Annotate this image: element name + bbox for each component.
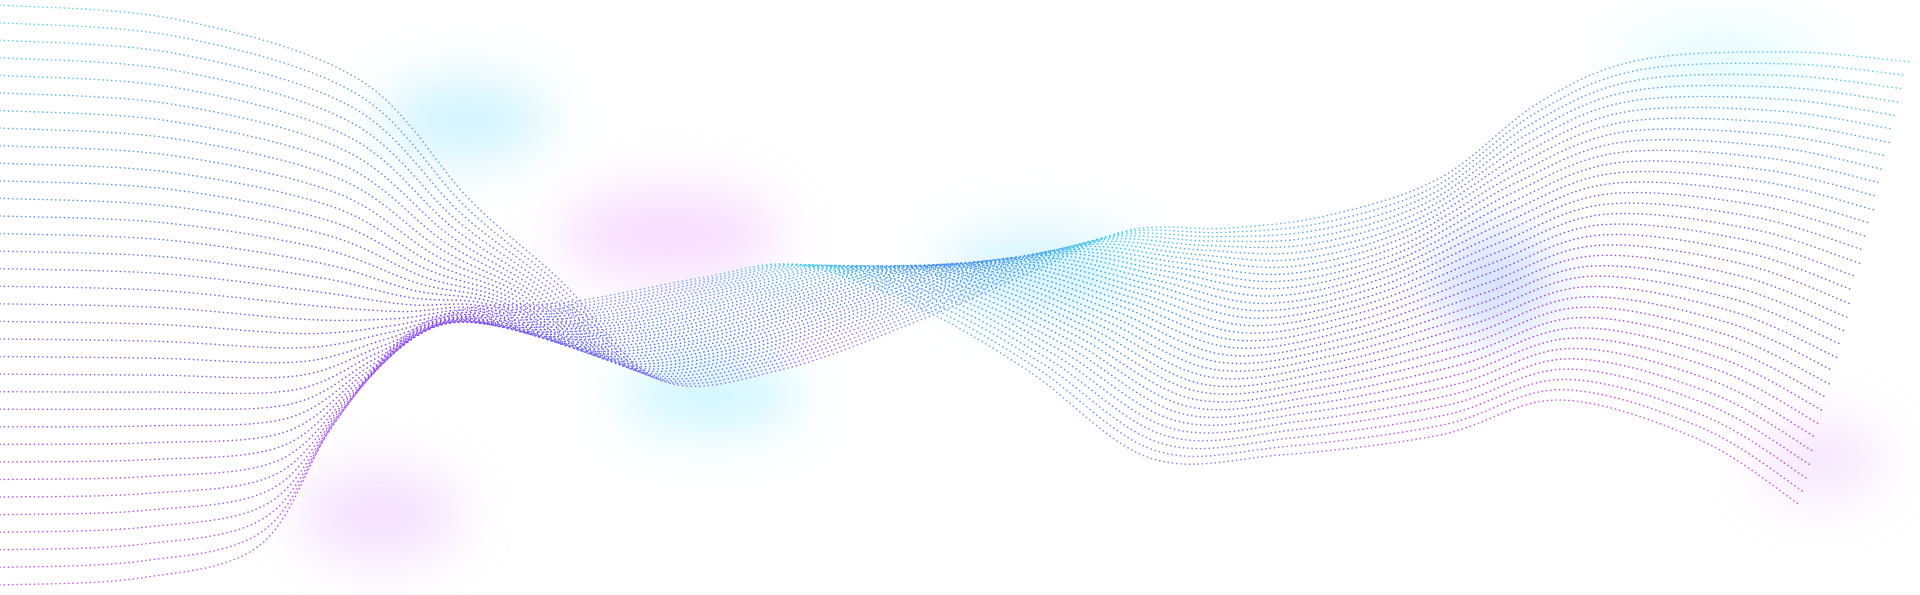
wave-strand xyxy=(0,245,1850,348)
wave-strand xyxy=(0,266,1830,427)
wave-strand xyxy=(0,265,1817,497)
wave-strand xyxy=(0,266,1823,462)
wave-strand xyxy=(0,40,1903,381)
wave-strand xyxy=(0,93,1893,374)
wave-strand xyxy=(0,140,1883,367)
wave-strand xyxy=(0,150,1880,364)
wave-strand xyxy=(0,224,1857,347)
wave-strands xyxy=(0,5,1910,585)
wave-strand xyxy=(0,5,1910,386)
wave-strand xyxy=(0,58,1900,379)
wave-strand xyxy=(0,161,1877,362)
wave-strand xyxy=(0,265,1810,533)
wave-strand xyxy=(0,264,1800,585)
wave-strand xyxy=(0,264,1803,567)
wave-strand xyxy=(0,266,1840,378)
wave-strand xyxy=(0,266,1837,394)
wave-strand xyxy=(0,75,1897,376)
